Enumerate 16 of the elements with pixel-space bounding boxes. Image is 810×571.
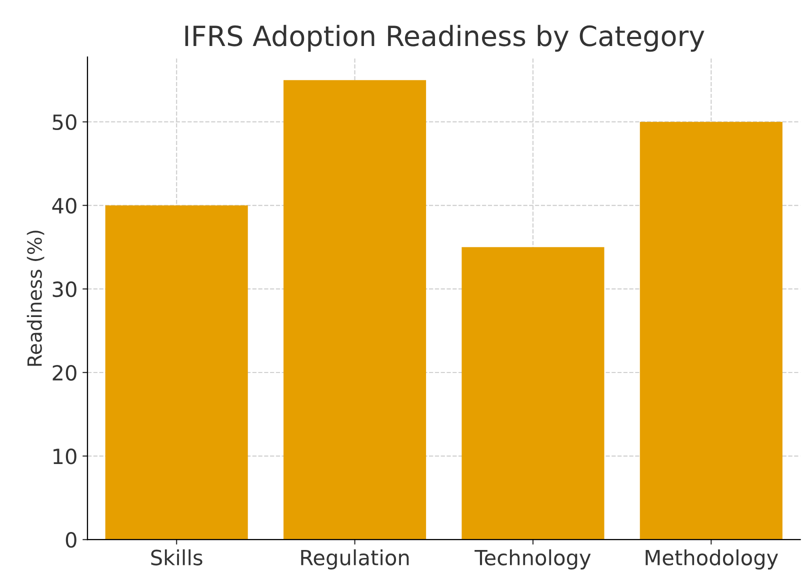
y-axis-title: Readiness (%) [26,230,44,366]
chart-title: IFRS Adoption Readiness by Category [185,24,704,52]
x-tick-label: Skills [151,549,202,566]
bar [105,205,248,540]
x-tick-label: Methodology [646,549,778,570]
x-tick-label: Regulation [301,549,409,570]
bar [284,80,426,540]
y-tick-label: 20 [52,364,76,381]
bar [640,122,782,540]
y-tick-label: 10 [54,448,76,464]
y-tick-label: 40 [52,198,76,214]
y-tick-label: 30 [52,281,76,298]
x-tick-label: Technology [474,549,591,570]
y-tick-label: 0 [66,532,76,548]
y-tick-label: 50 [52,114,76,130]
bar [462,247,604,540]
